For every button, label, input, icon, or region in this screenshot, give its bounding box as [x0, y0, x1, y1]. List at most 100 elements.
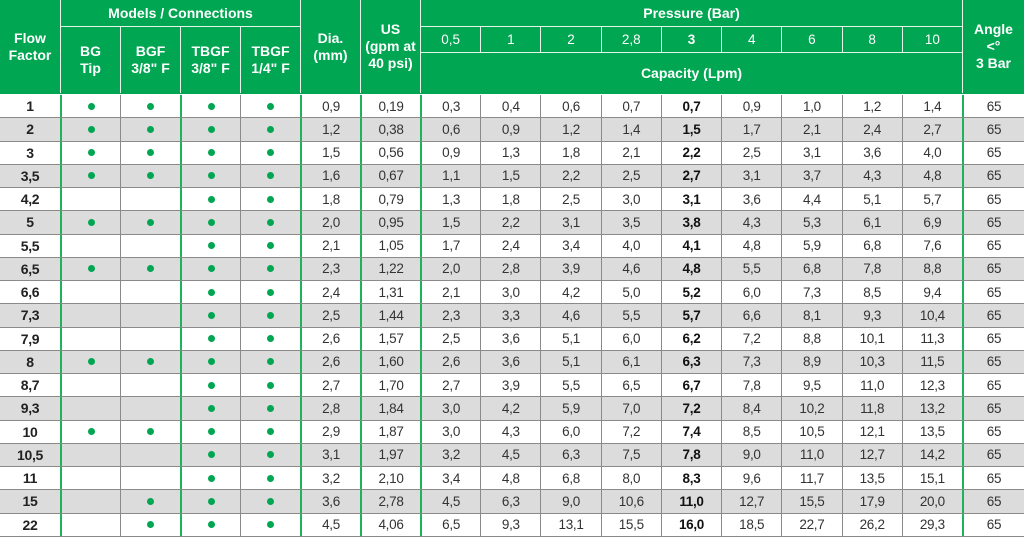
model-cell: [180, 513, 240, 536]
capacity-cell: 1,7: [420, 234, 480, 257]
model-cell: [120, 350, 180, 373]
model-cell: [60, 467, 120, 490]
dia-cell: 1,2: [300, 118, 360, 141]
model-cell: [120, 281, 180, 304]
capacity-cell: 10,6: [600, 490, 661, 513]
model-cell: [180, 374, 240, 397]
available-dot-icon: [147, 149, 154, 157]
flow-factor-cell: 6,5: [20, 260, 40, 277]
flow-factor-cell: 3: [26, 144, 34, 161]
model-cell: [60, 443, 120, 466]
table-row: 5,5 2,1 1,05 1,7 2,4 3,4 4,0 4,1 4,8 5,9 6,8 7,6 65: [0, 234, 1024, 258]
model-cell: [60, 420, 120, 443]
model-cell: [180, 490, 240, 513]
model-cell: [120, 443, 180, 466]
header-flow-factor: Flow Factor: [8, 29, 52, 63]
capacity-cell: 4,3: [841, 164, 902, 187]
model-cell: [180, 257, 240, 280]
dia-cell: 2,0: [300, 211, 360, 234]
capacity-cell: 8,5: [841, 281, 902, 304]
available-dot-icon: [207, 125, 215, 133]
available-dot-icon: [87, 428, 95, 436]
capacity-cell: 2,7: [660, 164, 721, 187]
us-gpm-cell: 0,79: [360, 188, 420, 211]
model-cell: [120, 304, 180, 327]
table-row: 3,5 1,6 0,67 1,1 1,5 2,2 2,5 2,7 3,1 3,7 4,3 4,8 65: [0, 164, 1024, 188]
capacity-cell: 8,5: [721, 420, 781, 443]
header-pressure-value: 3: [660, 27, 722, 53]
capacity-cell: 7,3: [721, 350, 781, 373]
angle-cell: 65: [961, 490, 1024, 513]
capacity-cell: 2,2: [660, 141, 721, 164]
capacity-cell: 1,3: [420, 188, 480, 211]
model-cell: [180, 164, 240, 187]
table-row: 7,9 2,6 1,57 2,5 3,6 5,1 6,0 6,2 7,2 8,8 10,1 11,3 6…: [0, 327, 1024, 351]
available-dot-icon: [147, 218, 154, 226]
capacity-cell: 5,1: [540, 327, 600, 350]
capacity-cell: 22,7: [781, 513, 841, 536]
capacity-cell: 9,3: [841, 304, 902, 327]
dia-cell: 3,6: [300, 490, 360, 513]
model-cell: [60, 374, 120, 397]
available-dot-icon: [147, 265, 154, 273]
available-dot-icon: [267, 288, 274, 296]
us-gpm-cell: 1,44: [360, 304, 420, 327]
capacity-cell: 15,1: [901, 467, 962, 490]
available-dot-icon: [87, 265, 95, 273]
table-row: 22 4,5 4,06 6,5 9,3 13,1 15,5 16,0 18,5 22,7 26,2 2…: [0, 513, 1024, 537]
table-row: 10,5 3,1 1,97 3,2 4,5 6,3 7,5 7,8 9,0 11,0 12,7 14,…: [0, 443, 1024, 467]
capacity-cell: 6,9: [901, 211, 962, 234]
flow-factor-cell: 15: [22, 493, 38, 510]
capacity-cell: 13,5: [901, 420, 962, 443]
model-cell: [60, 118, 120, 141]
capacity-cell: 26,2: [841, 513, 902, 536]
model-cell: [180, 467, 240, 490]
capacity-cell: 1,8: [480, 188, 540, 211]
capacity-cell: 2,0: [420, 257, 480, 280]
capacity-cell: 13,5: [841, 467, 902, 490]
dia-cell: 2,7: [300, 374, 360, 397]
angle-cell: 65: [961, 141, 1024, 164]
capacity-cell: 11,0: [781, 443, 841, 466]
capacity-cell: 3,1: [660, 188, 721, 211]
model-cell: [240, 374, 300, 397]
available-dot-icon: [267, 172, 274, 180]
table-row: 4,2 1,8 0,79 1,3 1,8 2,5 3,0 3,1 3,6 4,4 5,1 5,7 65: [0, 188, 1024, 212]
capacity-cell: 1,4: [901, 95, 962, 118]
model-cell: [120, 234, 180, 257]
model-cell: [180, 95, 240, 118]
capacity-cell: 2,5: [721, 141, 781, 164]
table-row: 2 1,2 0,38 0,6 0,9 1,2 1,4 1,5 1,7 2,1 2,4 2,7 65: [0, 118, 1024, 142]
angle-cell: 65: [961, 234, 1024, 257]
capacity-cell: 5,0: [600, 281, 661, 304]
capacity-cell: 2,1: [781, 118, 841, 141]
model-cell: [180, 118, 240, 141]
model-cell: [60, 397, 120, 420]
dia-cell: 3,2: [300, 467, 360, 490]
model-cell: [240, 164, 300, 187]
model-cell: [60, 164, 120, 187]
capacity-cell: 3,6: [480, 350, 540, 373]
dia-cell: 2,9: [300, 420, 360, 443]
capacity-cell: 9,6: [721, 467, 781, 490]
model-cell: [60, 327, 120, 350]
capacity-cell: 0,9: [721, 95, 781, 118]
available-dot-icon: [267, 195, 274, 203]
available-dot-icon: [87, 102, 95, 110]
capacity-cell: 9,5: [781, 374, 841, 397]
capacity-cell: 7,8: [841, 257, 902, 280]
capacity-cell: 8,3: [660, 467, 721, 490]
us-gpm-cell: 0,67: [360, 164, 420, 187]
model-cell: [180, 188, 240, 211]
capacity-cell: 11,3: [901, 327, 962, 350]
model-cell: [120, 257, 180, 280]
available-dot-icon: [267, 125, 274, 133]
capacity-cell: 4,2: [480, 397, 540, 420]
available-dot-icon: [267, 428, 274, 436]
capacity-cell: 10,2: [781, 397, 841, 420]
available-dot-icon: [267, 381, 274, 389]
capacity-cell: 9,0: [540, 490, 600, 513]
table-header: Flow Factor Models / Connections BG Tip …: [0, 0, 1024, 94]
header-pressure-value: 2: [540, 27, 601, 53]
flow-factor-cell: 7,3: [20, 307, 40, 324]
